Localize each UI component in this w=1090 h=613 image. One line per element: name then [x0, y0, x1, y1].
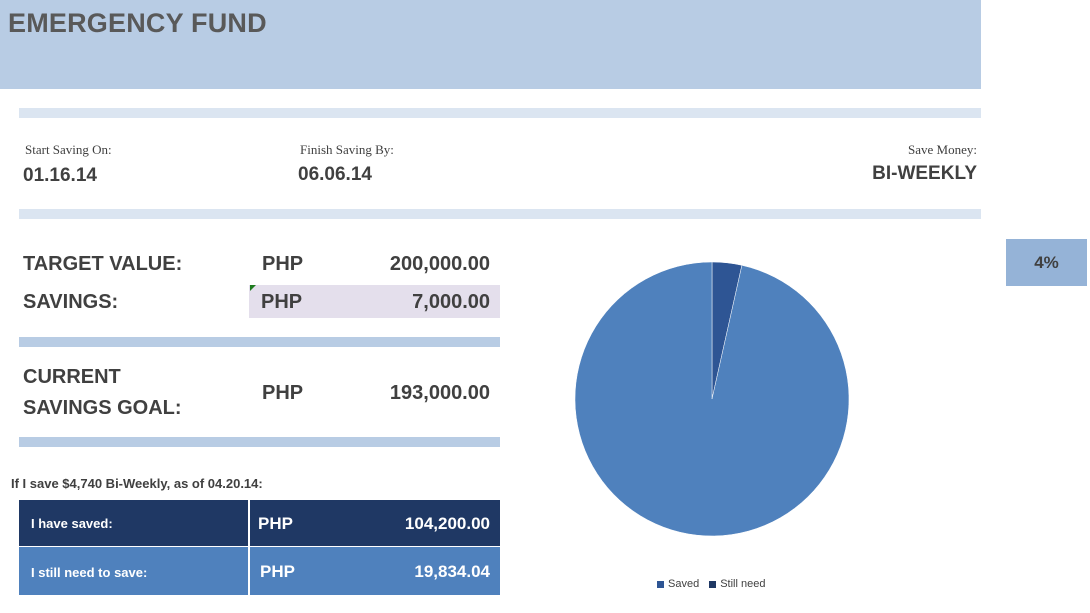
save-frequency-value[interactable]: BI-WEEKLY	[872, 163, 977, 184]
divider-goal	[19, 437, 500, 447]
start-saving-label: Start Saving On:	[25, 142, 112, 157]
goal-amount[interactable]: 193,000.00	[389, 382, 490, 404]
still-need-label: I still need to save:	[31, 565, 148, 580]
target-amount[interactable]: 200,000.00	[389, 253, 490, 275]
divider-top	[19, 108, 981, 118]
still-need-currency: PHP	[260, 562, 295, 581]
divider-summary	[19, 337, 500, 347]
saved-row	[19, 500, 500, 546]
still-need-amount[interactable]: 19,834.04	[414, 562, 490, 581]
still-need-row	[19, 547, 500, 595]
finish-saving-label: Finish Saving By:	[300, 142, 394, 157]
legend-item-saved: Saved	[657, 578, 699, 590]
legend-swatch-saved	[657, 580, 664, 588]
savings-label: SAVINGS:	[23, 291, 119, 313]
save-money-label: Save Money:	[908, 142, 977, 157]
goal-label-line1: CURRENT	[23, 366, 121, 388]
legend-label-saved: Saved	[668, 578, 700, 590]
saved-currency: PHP	[258, 514, 293, 533]
divider-schedule	[19, 209, 981, 219]
page-title: EMERGENCY FUND	[8, 8, 267, 38]
goal-currency: PHP	[262, 382, 304, 404]
header-band	[0, 0, 981, 89]
start-saving-value[interactable]: 01.16.14	[23, 165, 97, 186]
chart-legend: Saved Still need	[657, 578, 765, 590]
finish-saving-value[interactable]: 06.06.14	[298, 164, 372, 185]
legend-swatch-still-need	[709, 580, 717, 588]
row-divider	[248, 500, 250, 595]
savings-currency: PHP	[261, 291, 303, 313]
savings-pie-chart[interactable]	[560, 250, 860, 550]
savings-amount[interactable]: 7,000.00	[412, 291, 490, 313]
goal-label-line2: SAVINGS GOAL:	[23, 397, 182, 419]
projection-note: If I save $4,740 Bi-Weekly, as of 04.20.…	[11, 476, 263, 491]
percent-saved-box[interactable]: 4%	[1006, 239, 1087, 286]
saved-amount[interactable]: 104,200.00	[404, 514, 490, 533]
pie-slice-still-need[interactable]	[574, 261, 850, 537]
savings-highlight	[249, 285, 500, 318]
target-currency: PHP	[262, 253, 304, 275]
target-value-label: TARGET VALUE:	[23, 253, 183, 275]
legend-label-still-need: Still need	[720, 578, 766, 590]
legend-item-still-need: Still need	[709, 578, 765, 590]
comment-indicator-icon[interactable]	[250, 285, 256, 291]
saved-label: I have saved:	[31, 516, 113, 531]
